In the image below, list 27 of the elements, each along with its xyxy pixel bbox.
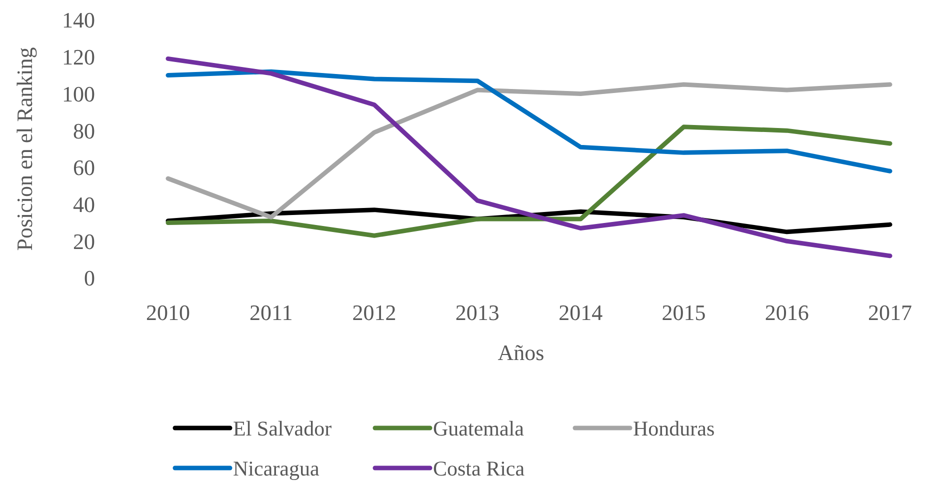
y-tick-label: 120 xyxy=(62,44,95,70)
legend-label: El Salvador xyxy=(233,416,332,440)
line-series xyxy=(166,82,892,220)
y-tick-label: 80 xyxy=(73,118,95,144)
x-tick-label: 2014 xyxy=(558,300,603,325)
y-tick-label: 60 xyxy=(73,155,95,180)
x-tick-label: 2012 xyxy=(352,300,396,325)
y-axis-title: Posicion en el Ranking xyxy=(12,47,37,251)
y-tick-label: 100 xyxy=(62,81,95,106)
y-tick-label: 140 xyxy=(62,8,95,33)
x-axis-title: Años xyxy=(498,340,544,365)
y-tick-label: 20 xyxy=(73,228,95,254)
legend-label: Guatemala xyxy=(433,416,525,440)
x-tick-label: 2013 xyxy=(455,300,500,325)
legend-label: Nicaragua xyxy=(233,456,320,480)
x-tick-label: 2016 xyxy=(764,300,809,325)
line-series xyxy=(166,124,892,238)
y-tick-label: 0 xyxy=(84,266,95,291)
legend-label: Costa Rica xyxy=(433,456,526,480)
x-tick-label: 2015 xyxy=(662,300,706,325)
line-series xyxy=(166,69,892,174)
y-tick-label: 40 xyxy=(73,192,95,217)
x-tick-label: 2010 xyxy=(146,300,190,325)
legend-label: Honduras xyxy=(633,416,715,440)
x-tick-label: 2011 xyxy=(250,300,293,325)
x-tick-label: 2017 xyxy=(868,300,912,325)
line-series xyxy=(166,56,892,258)
